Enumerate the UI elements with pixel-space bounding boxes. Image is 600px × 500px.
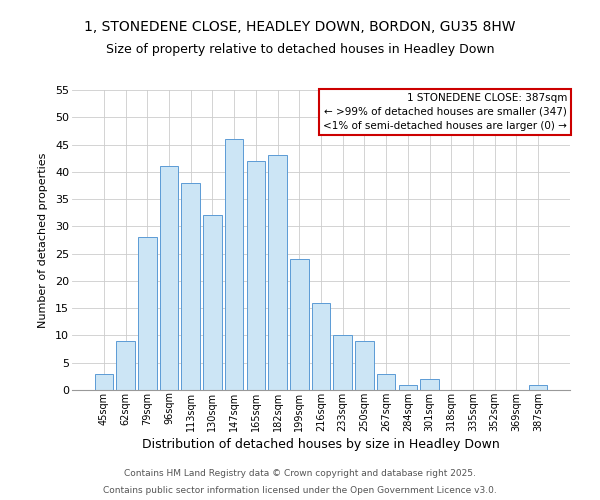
Bar xyxy=(181,182,200,390)
Bar xyxy=(290,259,308,390)
Bar xyxy=(160,166,178,390)
Bar xyxy=(203,216,221,390)
Y-axis label: Number of detached properties: Number of detached properties xyxy=(38,152,48,328)
Bar xyxy=(355,341,374,390)
Bar xyxy=(334,336,352,390)
Text: Size of property relative to detached houses in Headley Down: Size of property relative to detached ho… xyxy=(106,42,494,56)
Bar xyxy=(377,374,395,390)
Text: 1 STONEDENE CLOSE: 387sqm
← >99% of detached houses are smaller (347)
<1% of sem: 1 STONEDENE CLOSE: 387sqm ← >99% of deta… xyxy=(323,93,567,131)
Bar xyxy=(138,238,157,390)
Text: 1, STONEDENE CLOSE, HEADLEY DOWN, BORDON, GU35 8HW: 1, STONEDENE CLOSE, HEADLEY DOWN, BORDON… xyxy=(84,20,516,34)
Bar xyxy=(312,302,330,390)
Bar xyxy=(116,341,135,390)
Bar xyxy=(268,156,287,390)
Text: Contains HM Land Registry data © Crown copyright and database right 2025.: Contains HM Land Registry data © Crown c… xyxy=(124,468,476,477)
Bar xyxy=(398,384,417,390)
Bar xyxy=(421,379,439,390)
Bar xyxy=(95,374,113,390)
Bar xyxy=(529,384,547,390)
X-axis label: Distribution of detached houses by size in Headley Down: Distribution of detached houses by size … xyxy=(142,438,500,450)
Bar xyxy=(247,161,265,390)
Text: Contains public sector information licensed under the Open Government Licence v3: Contains public sector information licen… xyxy=(103,486,497,495)
Bar xyxy=(225,139,244,390)
